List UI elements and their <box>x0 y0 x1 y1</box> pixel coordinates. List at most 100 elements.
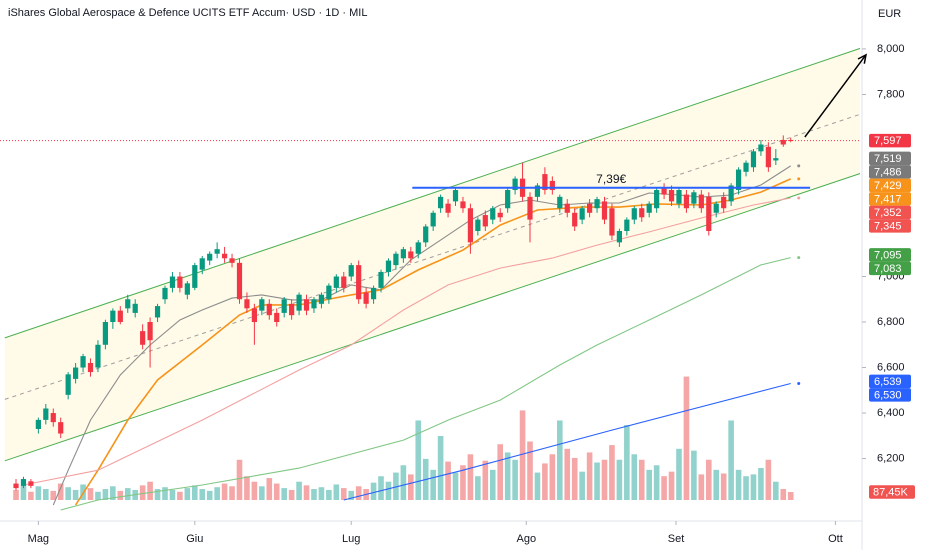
candle-body <box>668 190 675 202</box>
volume-bar <box>191 485 198 500</box>
price-label-box <box>869 248 911 262</box>
candle-body <box>318 294 325 304</box>
candle-body <box>356 265 362 300</box>
volume-bar <box>564 448 571 500</box>
volume-bar <box>787 492 794 500</box>
x-tick-label: Giu <box>186 533 203 545</box>
candle-body <box>125 299 131 309</box>
volume-bar <box>355 486 362 500</box>
line-end-dot <box>797 256 801 260</box>
volume-bar <box>311 489 317 500</box>
candle-body <box>788 139 794 141</box>
candle-body <box>35 419 41 429</box>
candle-body <box>244 299 250 309</box>
volume-bar <box>266 478 273 500</box>
volume-bar <box>519 410 526 500</box>
volume-bar <box>57 483 64 500</box>
candle-body <box>572 212 578 227</box>
y-tick-label: 6,600 <box>877 361 905 373</box>
candle-body <box>475 219 481 231</box>
candle-body <box>65 374 71 395</box>
candle-body <box>385 260 392 272</box>
volume-bar <box>773 481 779 500</box>
candle-body <box>363 292 369 304</box>
price-label-box <box>869 133 911 148</box>
volume-bar <box>646 469 652 500</box>
y-tick-label: 6,200 <box>877 452 905 464</box>
indicator-line <box>60 257 791 511</box>
candle-body <box>624 219 630 231</box>
candle-body <box>207 253 213 261</box>
candle-body <box>28 481 34 486</box>
volume-label: 87,45K <box>873 486 909 498</box>
volume-bar <box>95 491 101 500</box>
candle-body <box>438 196 444 209</box>
line-end-dot <box>797 381 801 385</box>
volume-bar <box>162 487 168 500</box>
volume-bar <box>609 445 615 500</box>
candle-body <box>549 180 555 191</box>
candle-body <box>683 194 690 209</box>
volume-bar <box>20 485 27 500</box>
volume-bar <box>728 420 734 500</box>
candle-body <box>154 306 161 318</box>
volume-bar <box>467 454 474 500</box>
volume-bar <box>497 444 504 500</box>
candle-body <box>192 265 198 288</box>
volume-bar <box>460 465 466 500</box>
candle-body <box>408 251 414 259</box>
y-tick-label: 6,400 <box>877 407 905 419</box>
volume-bar <box>676 448 682 500</box>
candle-body <box>132 303 138 313</box>
candle-body <box>750 151 757 168</box>
candle-body <box>661 187 667 195</box>
price-label: 7,352 <box>874 207 902 219</box>
candle-body <box>214 249 220 254</box>
volume-bar <box>452 472 459 500</box>
volume-bar <box>13 489 19 500</box>
volume-bar <box>549 454 556 500</box>
candle-body <box>266 303 272 316</box>
candle-body <box>586 203 593 213</box>
candle-body <box>370 287 377 300</box>
price-label-box <box>869 151 911 166</box>
volume-bar <box>221 483 228 500</box>
volume-bar <box>415 420 422 500</box>
candle-body <box>534 185 541 197</box>
indicator-line <box>343 382 791 501</box>
candle-body <box>557 196 563 209</box>
volume-bar <box>340 488 347 500</box>
price-label-box <box>869 192 911 206</box>
volume-bar <box>743 476 749 500</box>
volume-label-box <box>869 485 915 499</box>
volume-bar <box>385 481 392 500</box>
price-label: 7,429 <box>874 180 902 192</box>
volume-bar <box>542 463 548 500</box>
volume-bar <box>303 485 310 500</box>
price-label-box <box>869 219 911 233</box>
candle-body <box>311 299 317 309</box>
candle-body <box>698 194 704 209</box>
volume-bar <box>638 459 645 500</box>
price-label-box <box>869 165 911 179</box>
candle-body <box>43 408 49 420</box>
volume-bar <box>117 490 124 500</box>
volume-bar <box>43 489 49 500</box>
candle-body <box>423 226 429 243</box>
candle-body <box>13 483 19 489</box>
candle-body <box>616 230 622 243</box>
price-label: 7,486 <box>874 166 902 178</box>
candle-body <box>490 208 496 220</box>
x-tick-label: Ott <box>828 533 843 545</box>
candle-body <box>236 262 243 300</box>
price-label-box <box>869 178 911 193</box>
volume-bar <box>326 489 332 500</box>
candle-body <box>296 294 302 311</box>
volume-bar <box>571 457 578 500</box>
price-label-box <box>869 388 911 402</box>
volume-bar <box>512 459 518 500</box>
x-tick-label: Mag <box>28 533 49 545</box>
candle-body <box>147 322 153 341</box>
